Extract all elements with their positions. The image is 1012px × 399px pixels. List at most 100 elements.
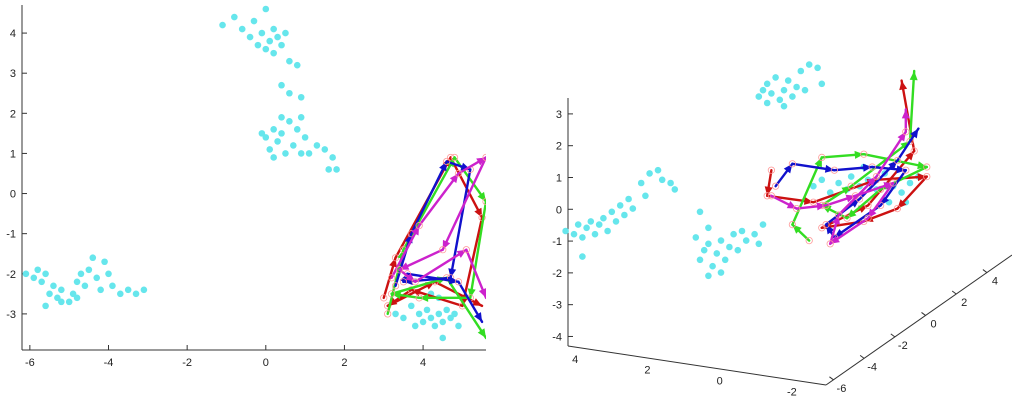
data-point: [270, 154, 277, 161]
data-point: [705, 272, 712, 280]
data-point: [293, 61, 301, 69]
data-point: [321, 146, 329, 153]
trajectory-node: [788, 160, 797, 168]
data-point: [906, 179, 914, 187]
data-point: [46, 290, 53, 298]
data-point: [286, 89, 293, 97]
data-point: [776, 96, 784, 104]
arrow-head: [917, 173, 927, 182]
trajectory-segment: [394, 232, 413, 288]
arrow-head: [448, 268, 457, 278]
data-point: [278, 130, 285, 137]
x-tick-label: 0: [717, 376, 723, 388]
trajectory-node: [454, 278, 463, 286]
y-tick-label: 3: [10, 68, 16, 80]
trajectory-node: [450, 153, 459, 162]
data-point: [262, 45, 270, 53]
x-tick-label: 4: [572, 354, 578, 366]
data-point: [85, 266, 93, 274]
trajectory-node: [415, 294, 423, 302]
data-point: [266, 146, 274, 153]
z-tick-label: -2: [552, 268, 562, 280]
arrow-head: [474, 312, 483, 322]
data-point: [439, 318, 447, 326]
trajectory-segment: [908, 69, 916, 143]
data-point: [238, 25, 246, 33]
trajectory-node: [482, 197, 486, 206]
data-point: [696, 208, 704, 216]
data-point: [763, 80, 771, 88]
arrow-head: [901, 109, 910, 119]
arrow-head: [448, 276, 459, 285]
data-point: [455, 322, 462, 330]
arrow-head: [472, 298, 483, 306]
data-point: [604, 227, 611, 235]
arrow-head: [896, 165, 906, 174]
right-plot-marks: [562, 61, 931, 280]
y-tick: [859, 354, 865, 359]
data-point: [140, 286, 148, 294]
data-point: [587, 218, 595, 225]
trajectory-node: [454, 169, 463, 178]
z-tick-label: 0: [556, 204, 562, 216]
data-point: [258, 29, 266, 37]
trajectory-node: [822, 221, 830, 229]
data-point: [50, 282, 57, 290]
data-point: [717, 269, 725, 276]
data-point: [814, 64, 821, 72]
trajectory-blue: [771, 127, 920, 241]
data-point: [22, 270, 30, 278]
data-point: [789, 93, 796, 100]
data-point: [738, 227, 746, 235]
right-plot-axes: 3 2 1 0 -1 -2 -3 -4 4 2 0 -2 -6 -4 -2 0 2 4: [552, 98, 1012, 399]
trajectory-node: [439, 246, 447, 254]
data-point: [286, 57, 293, 65]
y-tick-label: 4: [10, 28, 16, 40]
data-point: [658, 176, 666, 184]
x-tick-label: -2: [787, 387, 797, 399]
data-point: [423, 306, 431, 314]
data-point: [274, 138, 281, 145]
data-point: [637, 179, 645, 187]
x-tick-label: 2: [341, 357, 347, 369]
trajectory-segment: [410, 160, 448, 235]
trajectory-node: [443, 157, 451, 166]
y-tick: [890, 333, 896, 338]
data-point: [42, 270, 49, 278]
data-point: [58, 298, 65, 306]
arrow-head: [854, 150, 864, 159]
data-point: [89, 254, 97, 262]
data-point: [297, 93, 305, 101]
data-point: [435, 310, 443, 318]
z-tick-label: -4: [552, 331, 562, 343]
x-tick-label: -6: [25, 357, 35, 369]
trajectory-node: [767, 192, 776, 200]
data-point: [439, 334, 447, 342]
data-point: [713, 250, 721, 257]
data-point: [570, 230, 578, 238]
data-point: [30, 274, 38, 282]
data-point: [427, 314, 435, 322]
trajectory-node: [411, 278, 419, 286]
trajectory-node: [872, 173, 881, 181]
data-point: [77, 270, 85, 278]
data-point: [805, 61, 813, 68]
trajectory-node: [864, 214, 872, 222]
left-plot: -6 -4 -2 0 2 4 4 3 2 1 0 -1 -2 -3: [6, 5, 486, 369]
data-point: [826, 189, 834, 196]
data-point: [411, 322, 419, 330]
data-point: [246, 33, 254, 41]
trajectory-node: [395, 266, 404, 274]
trajectory-node: [818, 153, 826, 161]
trajectory-segment: [445, 276, 486, 340]
data-point: [42, 302, 49, 310]
data-point: [574, 221, 582, 228]
data-point: [297, 114, 305, 121]
data-point: [810, 182, 817, 190]
y-axis: [825, 254, 1012, 386]
trajectory-segment: [449, 168, 472, 279]
data-point: [400, 314, 407, 322]
data-point: [751, 230, 758, 238]
arrow-head: [845, 194, 856, 203]
y-tick-label: -2: [898, 340, 908, 352]
